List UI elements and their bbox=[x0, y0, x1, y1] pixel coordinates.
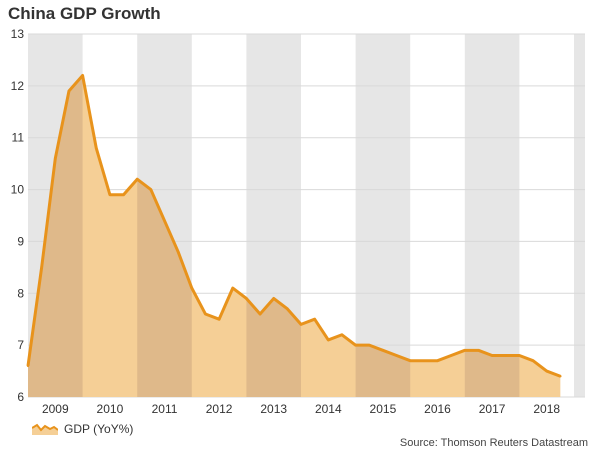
y-tick-label: 13 bbox=[11, 27, 25, 41]
gdp-point bbox=[381, 349, 385, 352]
gdp-point bbox=[245, 297, 248, 300]
chart-title: China GDP Growth bbox=[8, 4, 161, 23]
legend: GDP (YoY%) bbox=[32, 422, 133, 436]
gdp-point bbox=[477, 349, 480, 352]
gdp-point bbox=[217, 318, 221, 321]
source-note: Source: Thomson Reuters Datastream bbox=[399, 437, 588, 449]
legend-swatch-icon bbox=[32, 423, 58, 435]
y-tick-label: 6 bbox=[17, 390, 24, 404]
gdp-point bbox=[122, 193, 125, 196]
x-tick-label: 2012 bbox=[206, 402, 233, 416]
gdp-point bbox=[340, 333, 344, 336]
gdp-point bbox=[299, 323, 303, 326]
gdp-point bbox=[108, 193, 112, 196]
gdp-point bbox=[149, 188, 153, 191]
x-tick-label: 2013 bbox=[260, 402, 287, 416]
gdp-point bbox=[463, 349, 466, 352]
y-tick-label: 9 bbox=[17, 234, 24, 248]
y-tick-label: 12 bbox=[11, 79, 25, 93]
gdp-point bbox=[490, 354, 494, 357]
gdp-point bbox=[67, 89, 71, 93]
x-tick-label: 2011 bbox=[152, 402, 178, 416]
gdp-point bbox=[436, 359, 439, 362]
gdp-point bbox=[504, 354, 507, 357]
gdp-point bbox=[272, 297, 275, 300]
x-tick-label: 2017 bbox=[479, 402, 506, 416]
gdp-point bbox=[258, 312, 262, 316]
year-band bbox=[464, 34, 520, 397]
gdp-line bbox=[26, 73, 561, 378]
gdp-point bbox=[559, 375, 562, 378]
gdp-point bbox=[286, 307, 289, 311]
gdp-point bbox=[163, 219, 166, 222]
gdp-point bbox=[54, 157, 57, 160]
x-tick-label: 2010 bbox=[97, 402, 124, 416]
x-tick-label: 2015 bbox=[370, 402, 397, 416]
gdp-point bbox=[395, 354, 398, 357]
x-tick-label: 2009 bbox=[42, 402, 69, 416]
y-tick-label: 10 bbox=[11, 183, 25, 197]
gdp-point bbox=[449, 354, 453, 357]
y-tick-label: 11 bbox=[12, 131, 25, 145]
y-tick-label: 7 bbox=[17, 338, 24, 352]
gdp-point bbox=[190, 286, 193, 290]
x-tick-label: 2018 bbox=[533, 402, 560, 416]
gdp-point bbox=[231, 286, 234, 290]
x-tick-label: 2014 bbox=[315, 402, 342, 416]
gdp-point bbox=[204, 312, 207, 316]
y-tick-label: 8 bbox=[17, 286, 24, 300]
gdp-point bbox=[136, 178, 139, 181]
gdp-point bbox=[409, 359, 412, 362]
gdp-point bbox=[95, 146, 98, 150]
x-tick-label: 2016 bbox=[424, 402, 451, 416]
year-band bbox=[355, 34, 411, 397]
gdp-point bbox=[518, 354, 521, 357]
year-band bbox=[574, 34, 585, 397]
gdp-point bbox=[176, 250, 180, 253]
gdp-point bbox=[422, 359, 426, 362]
gdp-point bbox=[368, 343, 371, 347]
gdp-point bbox=[26, 364, 30, 368]
gdp-point bbox=[545, 369, 548, 373]
gdp-point bbox=[81, 74, 84, 77]
gdp-point bbox=[40, 266, 43, 269]
gdp-point bbox=[354, 343, 357, 347]
legend-label: GDP (YoY%) bbox=[64, 422, 134, 436]
gdp-point bbox=[313, 318, 316, 321]
gdp-point bbox=[327, 338, 330, 342]
gdp-point bbox=[531, 359, 535, 362]
